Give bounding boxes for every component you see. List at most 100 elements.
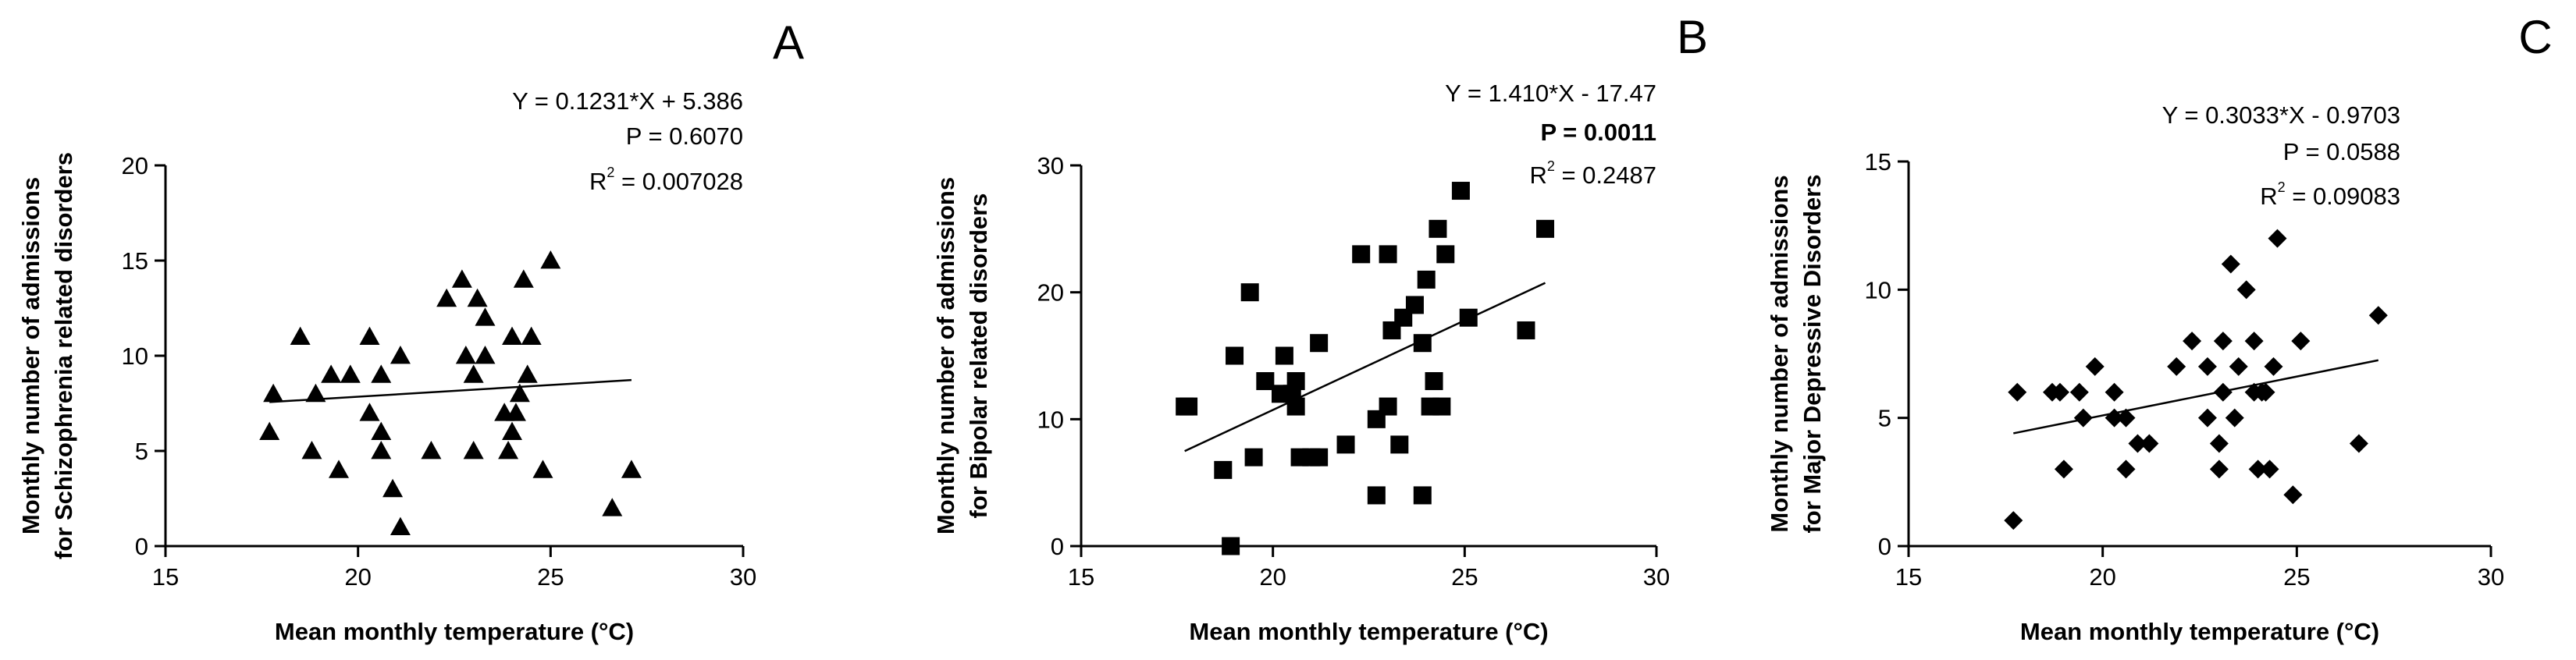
x-tick-label: 15 <box>1068 563 1094 591</box>
regression-line <box>269 378 632 403</box>
y-axis-label: for Bipolar related disorders <box>965 193 992 519</box>
data-point <box>329 460 349 478</box>
y-tick-label: 15 <box>1865 148 1891 176</box>
data-point <box>2004 511 2023 530</box>
data-point <box>1536 219 1555 238</box>
data-point <box>2283 485 2303 505</box>
data-point <box>1244 448 1263 467</box>
data-point <box>2213 332 2233 351</box>
data-point <box>421 441 442 460</box>
data-point <box>475 346 496 364</box>
panel-c: 0 5 10 15 15 20 25 30 Mean monthly temperature (… <box>1766 11 2553 645</box>
data-point <box>2069 382 2089 402</box>
data-point <box>2140 434 2159 453</box>
data-point <box>502 326 522 345</box>
data-point <box>502 421 522 440</box>
data-point <box>263 383 284 403</box>
data-point <box>532 460 553 478</box>
data-point <box>340 364 361 383</box>
data-point <box>1379 245 1397 264</box>
data-point <box>2085 357 2105 376</box>
x-axis-label: Mean monthly temperature (°C) <box>275 618 634 645</box>
data-point <box>1517 321 1535 339</box>
data-point <box>1367 486 1386 505</box>
data-point <box>1310 448 1329 467</box>
y-axis-label: Monthly number of admissions <box>1766 175 1793 532</box>
data-point <box>509 383 530 403</box>
data-point <box>1417 270 1436 289</box>
data-point <box>1432 397 1451 416</box>
y-tick-label: 5 <box>1878 405 1891 432</box>
data-point <box>2248 460 2268 479</box>
data-point <box>2236 280 2256 300</box>
panel-letter: A <box>773 16 804 69</box>
data-point <box>1425 372 1443 391</box>
data-point <box>1226 346 1244 365</box>
data-point <box>505 403 526 421</box>
data-point <box>2197 408 2217 428</box>
data-point <box>2209 434 2229 453</box>
data-point <box>475 307 496 326</box>
data-point <box>1336 435 1355 454</box>
data-point <box>2116 460 2136 479</box>
panel-a: 0 5 10 15 20 15 20 25 30 Mean monthly temperature… <box>17 16 804 645</box>
x-tick-label: 30 <box>2478 563 2504 591</box>
data-point <box>540 250 561 269</box>
data-point <box>1214 460 1233 479</box>
data-point <box>359 326 380 345</box>
r-squared: R2 = 0.007028 <box>589 165 743 195</box>
data-point <box>259 421 280 440</box>
data-point <box>1222 537 1240 555</box>
data-point <box>1413 486 1432 505</box>
x-axis-label: Mean monthly temperature (°C) <box>2020 618 2379 645</box>
data-point <box>2268 229 2287 248</box>
data-point <box>2256 382 2275 402</box>
data-point <box>436 288 457 307</box>
y-tick-label: 15 <box>122 247 148 275</box>
y-tick-label: 10 <box>1865 276 1891 303</box>
x-tick-label: 15 <box>152 563 179 591</box>
data-point <box>1275 346 1293 365</box>
data-point <box>1240 283 1259 302</box>
data-point <box>1256 372 1275 391</box>
y-tick-label: 20 <box>1037 279 1064 307</box>
data-point <box>305 383 326 403</box>
data-point <box>321 364 342 383</box>
data-point <box>371 364 392 383</box>
data-point <box>2128 434 2147 453</box>
x-axis-label: Mean monthly temperature (°C) <box>1189 618 1548 645</box>
data-point <box>2008 382 2027 402</box>
data-point <box>2213 382 2233 402</box>
data-point <box>1451 182 1470 200</box>
data-point <box>498 441 519 460</box>
x-tick-label: 20 <box>2089 563 2115 591</box>
data-point <box>455 346 476 364</box>
p-value: P = 0.0011 <box>1540 119 1656 146</box>
data-point <box>290 326 311 345</box>
data-point <box>2368 306 2388 325</box>
data-point <box>2116 408 2136 428</box>
y-axis-label: for Major Depressive Disorders <box>1799 174 1826 533</box>
panel-letter: B <box>1677 11 1708 63</box>
data-point <box>390 516 411 535</box>
data-point <box>1352 245 1371 264</box>
data-point <box>2260 460 2279 479</box>
data-point <box>521 326 542 345</box>
data-point <box>2183 332 2202 351</box>
x-tick-label: 20 <box>344 563 371 591</box>
data-point <box>1405 296 1424 314</box>
data-point <box>1429 219 1447 238</box>
r-squared: R2 = 0.2487 <box>1529 158 1656 189</box>
data-point <box>1286 372 1305 391</box>
y-tick-label: 10 <box>122 342 148 370</box>
panel-letter: C <box>2518 11 2552 63</box>
data-point <box>463 364 484 383</box>
regression-equation: Y = 0.3033*X - 0.9703 <box>2162 101 2400 129</box>
y-tick-label: 5 <box>135 438 148 465</box>
y-tick-label: 0 <box>1878 533 1891 560</box>
data-point <box>2054 460 2073 479</box>
y-tick-label: 0 <box>135 533 148 560</box>
regression-equation: Y = 1.410*X - 17.47 <box>1445 80 1656 107</box>
x-tick-label: 25 <box>2283 563 2310 591</box>
